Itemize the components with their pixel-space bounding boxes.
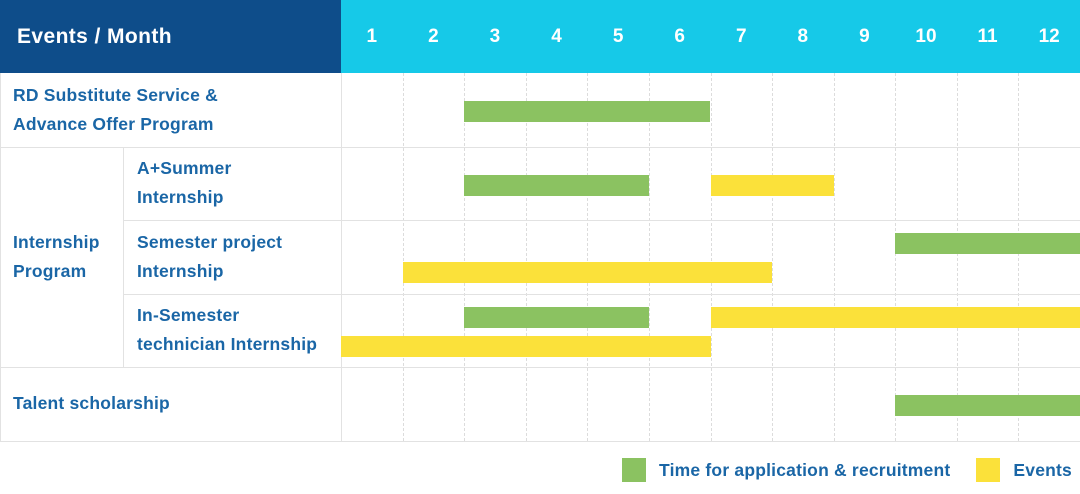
- month-header-cell-9: 9: [859, 25, 870, 47]
- month-header-cell-11: 11: [977, 25, 998, 47]
- recruitment-bar: [464, 306, 649, 328]
- row-label: RD Substitute Service & Advance Offer Pro…: [0, 73, 341, 147]
- row-divider: [123, 293, 1080, 295]
- month-gridline: [956, 73, 958, 441]
- recruitment-bar: [464, 174, 649, 196]
- group-label: Internship Program: [0, 147, 123, 368]
- event-bar: [710, 306, 1080, 328]
- month-gridline: [895, 73, 897, 441]
- legend-item-recruitment: Time for application & recruitment: [622, 458, 950, 482]
- month-header-cell-12: 12: [1038, 25, 1060, 47]
- row-label-line: In-Semester: [137, 305, 240, 326]
- row-divider: [123, 220, 1080, 221]
- month-gridline: [772, 73, 774, 441]
- recruitment-bar: [895, 233, 1080, 254]
- row-label-line: Talent scholarship: [13, 393, 170, 414]
- month-header-cell-5: 5: [612, 25, 624, 47]
- month-header-cell-2: 2: [428, 25, 439, 47]
- gantt-body: RD Substitute Service & Advance Offer Pro…: [0, 73, 1080, 442]
- row-label-line: Internship: [137, 187, 224, 208]
- event-bar: [710, 174, 834, 196]
- legend: Time for application & recruitment Event…: [622, 457, 1072, 483]
- row-label-line: A+Summer: [137, 158, 232, 179]
- group-label-line: Program: [13, 260, 87, 281]
- month-header-cell-6: 6: [674, 25, 685, 47]
- group-sub-divider: [123, 146, 124, 367]
- legend-label-recruitment: Time for application & recruitment: [659, 459, 951, 480]
- recruitment-bar: [895, 395, 1080, 416]
- event-bar: [341, 335, 711, 357]
- group-label-line: Internship: [13, 231, 100, 252]
- month-gridline: [464, 73, 466, 441]
- row-label-line: technician Internship: [137, 334, 318, 355]
- row-label-line: Semester project: [137, 231, 283, 252]
- row-label: A+Summer Internship: [123, 147, 341, 221]
- events-month-header-cell: Events / Month: [0, 0, 341, 73]
- row-label-line: RD Substitute Service &: [13, 84, 218, 105]
- month-header-cell-10: 10: [915, 25, 937, 47]
- month-header-cell-1: 1: [366, 25, 378, 47]
- row-divider: [0, 367, 1080, 368]
- events-color-swatch: [976, 458, 1001, 482]
- recruitment-color-swatch: [622, 458, 647, 482]
- legend-label-events: Events: [1013, 459, 1072, 480]
- month-gridline: [710, 73, 712, 441]
- month-gridline: [648, 73, 650, 441]
- month-header-row: 1 2 3 4 5 6 7 8 9 10 11 12: [341, 0, 1080, 73]
- month-header-cell-4: 4: [551, 25, 562, 47]
- table-left-border: [0, 73, 1, 441]
- month-gridline: [587, 73, 589, 441]
- month-gridline: [833, 73, 835, 441]
- month-gridline: [1018, 73, 1020, 441]
- month-header-cell-8: 8: [797, 25, 809, 47]
- table-title: Events / Month: [17, 24, 172, 48]
- month-header-cell-7: 7: [735, 25, 747, 47]
- recruitment-bar: [464, 101, 711, 122]
- table-bottom-border: [0, 440, 1080, 442]
- row-label-line: Advance Offer Program: [13, 113, 214, 134]
- row-label: Talent scholarship: [0, 367, 341, 441]
- month-gridline: [525, 73, 527, 441]
- row-label-line: Internship: [137, 260, 224, 281]
- legend-item-events: Events: [976, 458, 1072, 482]
- month-gridline: [402, 73, 404, 441]
- row-label: In-Semester technician Internship: [123, 294, 341, 368]
- month-header-cell-3: 3: [489, 25, 501, 47]
- label-grid-divider: [341, 73, 342, 441]
- row-label: Semester project Internship: [123, 220, 341, 294]
- row-divider: [0, 146, 1080, 148]
- event-bar: [402, 262, 773, 283]
